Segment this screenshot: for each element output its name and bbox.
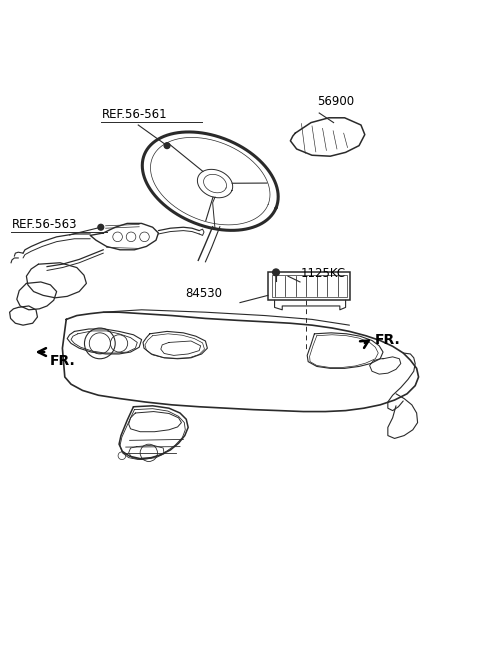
Text: 84530: 84530 <box>185 287 222 300</box>
Text: REF.56-561: REF.56-561 <box>102 108 168 121</box>
Circle shape <box>164 143 170 149</box>
Text: 1125KC: 1125KC <box>301 266 346 280</box>
Circle shape <box>98 224 104 230</box>
Bar <box>272 275 347 297</box>
Text: REF.56-563: REF.56-563 <box>12 218 77 231</box>
Text: 56900: 56900 <box>317 95 354 108</box>
Circle shape <box>273 269 279 276</box>
Bar <box>268 272 350 300</box>
Text: FR.: FR. <box>49 355 75 368</box>
Text: FR.: FR. <box>374 332 400 347</box>
